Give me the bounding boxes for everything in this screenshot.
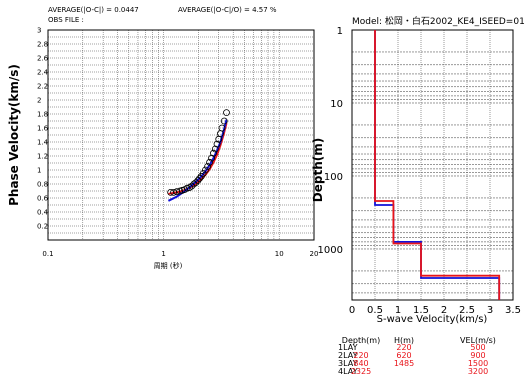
y-tick-label: 10 — [330, 99, 343, 110]
y-tick-label: 100 — [324, 172, 343, 183]
table-cell-depth: 2325 — [351, 367, 371, 376]
table-cell-h: 620 — [396, 351, 411, 360]
observed-point — [202, 166, 209, 174]
observed-point — [190, 180, 198, 188]
x-tick-label: 0 — [349, 305, 355, 316]
y-tick-label: 2.4 — [37, 69, 49, 77]
table-cell-depth: 840 — [353, 359, 368, 368]
y-tick-label: 3 — [37, 27, 41, 35]
observed-point — [188, 182, 196, 190]
avg-abs-label: AVERAGE(|O-C|) = 0.0447 — [48, 6, 139, 14]
table-header-depth: Depth(m) — [342, 336, 380, 345]
phase-velocity-ylabel: Phase Velocity(km/s) — [7, 64, 21, 206]
x-tick-label: 10 — [275, 250, 284, 258]
depth-ylabel: Depth(m) — [311, 138, 325, 202]
observed-point — [170, 188, 177, 196]
table-row-label: 4LAY — [338, 367, 358, 376]
y-tick-label: 2.6 — [37, 55, 49, 63]
table-row-label: 1LAY — [338, 343, 358, 352]
y-tick-label: 1.8 — [37, 111, 48, 119]
phase-velocity-chart: 0.20.40.60.811.21.41.61.822.22.42.62.83 … — [7, 27, 318, 271]
velocity-profile-y-ticks: 1 10 100 1000 — [318, 26, 343, 256]
velocity-xlabel: S-wave Velocity(km/s) — [377, 314, 488, 325]
phase-velocity-x-ticks: 0.1 1 10 20 — [42, 250, 318, 258]
velocity-profile-chart: Model: 松岡・白石2002_KE4_ISEED=01 1101001000… — [311, 15, 525, 325]
observed-point — [213, 140, 221, 148]
observed-point — [208, 154, 215, 162]
y-tick-label: 1 — [337, 26, 343, 37]
y-tick-label: 1.2 — [37, 153, 48, 161]
observed-point — [206, 158, 214, 166]
model-title: Model: 松岡・白石2002_KE4_ISEED=01 — [352, 15, 525, 27]
observed-point — [199, 170, 207, 177]
table-cell-vel: 900 — [470, 351, 485, 360]
table-cell-depth: 220 — [353, 351, 368, 360]
table-cell-h: 1485 — [394, 359, 414, 368]
x-tick-label: 1 — [161, 250, 165, 258]
x-tick-label: 20 — [310, 250, 319, 258]
x-tick-label: 2 — [441, 305, 447, 316]
observed-point — [211, 145, 219, 153]
velocity-profile-frame — [351, 29, 514, 301]
x-tick-label: 0.5 — [367, 305, 383, 316]
observed-point — [218, 124, 226, 132]
series-line — [168, 122, 228, 195]
phase-velocity-y-ticks: 0.2 0.4 0.6 0.8 1 1.2 1.4 1.6 1.8 2 2.2 2.4 2.6 2.8 3 — [37, 27, 49, 231]
observed-point — [196, 174, 204, 182]
table-cell-vel: 1500 — [468, 359, 488, 368]
y-tick-label: 2.2 — [37, 83, 48, 91]
table-cell-vel: 500 — [470, 343, 485, 352]
observed-point — [186, 184, 194, 191]
table-row-label: 2LAY — [338, 351, 358, 360]
y-tick-label: 0.2 — [37, 223, 48, 231]
velocity-profile-grid — [352, 30, 513, 300]
phase-velocity-frame — [47, 29, 315, 241]
velocity-profile-series — [374, 30, 501, 300]
avg-rel-label: AVERAGE(|O-C|/O) = 4.57 % — [178, 6, 277, 14]
y-tick-label: 1 — [37, 167, 41, 175]
obs-file-label: OBS FILE : — [48, 16, 84, 24]
table-cell-vel: 3200 — [468, 367, 488, 376]
velocity-profile-x-ticks: 0 0.5 1 1.5 2 2.5 3 3.5 — [349, 305, 521, 316]
observed-point — [204, 163, 211, 170]
profile-line — [374, 30, 501, 300]
table-row-label: 3LAY — [338, 359, 358, 368]
observed-point — [192, 179, 200, 187]
observed-points — [167, 109, 230, 196]
table-header-h: H(m) — [394, 336, 414, 345]
observed-point — [220, 117, 228, 125]
x-tick-label: 1.5 — [413, 305, 429, 316]
y-tick-label: 1.6 — [37, 125, 49, 133]
observed-point — [210, 149, 217, 157]
y-tick-label: 2.8 — [37, 41, 48, 49]
y-tick-label: 0.8 — [37, 181, 48, 189]
x-tick-label: 3 — [487, 305, 493, 316]
x-tick-label: 0.1 — [42, 250, 53, 258]
observed-point — [194, 177, 202, 184]
y-tick-label: 0.6 — [37, 195, 49, 203]
y-tick-label: 1000 — [318, 245, 343, 256]
y-tick-label: 1.4 — [37, 139, 49, 147]
x-tick-label: 1 — [395, 305, 401, 316]
phase-velocity-xlabel: 周期 (秒) — [154, 261, 183, 270]
observed-point — [223, 109, 230, 116]
table-cell-h: 220 — [396, 343, 411, 352]
x-tick-label: 3.5 — [505, 305, 521, 316]
layer-table: Depth(m) H(m) VEL(m/s) 1LAY 220 5002LAY220… — [338, 336, 496, 376]
x-tick-label: 2.5 — [459, 305, 475, 316]
phase-velocity-grid — [48, 30, 314, 240]
y-tick-label: 0.4 — [37, 209, 49, 217]
table-header-vel: VEL(m/s) — [460, 336, 496, 345]
profile-line — [374, 30, 501, 300]
y-tick-label: 2 — [37, 97, 41, 105]
